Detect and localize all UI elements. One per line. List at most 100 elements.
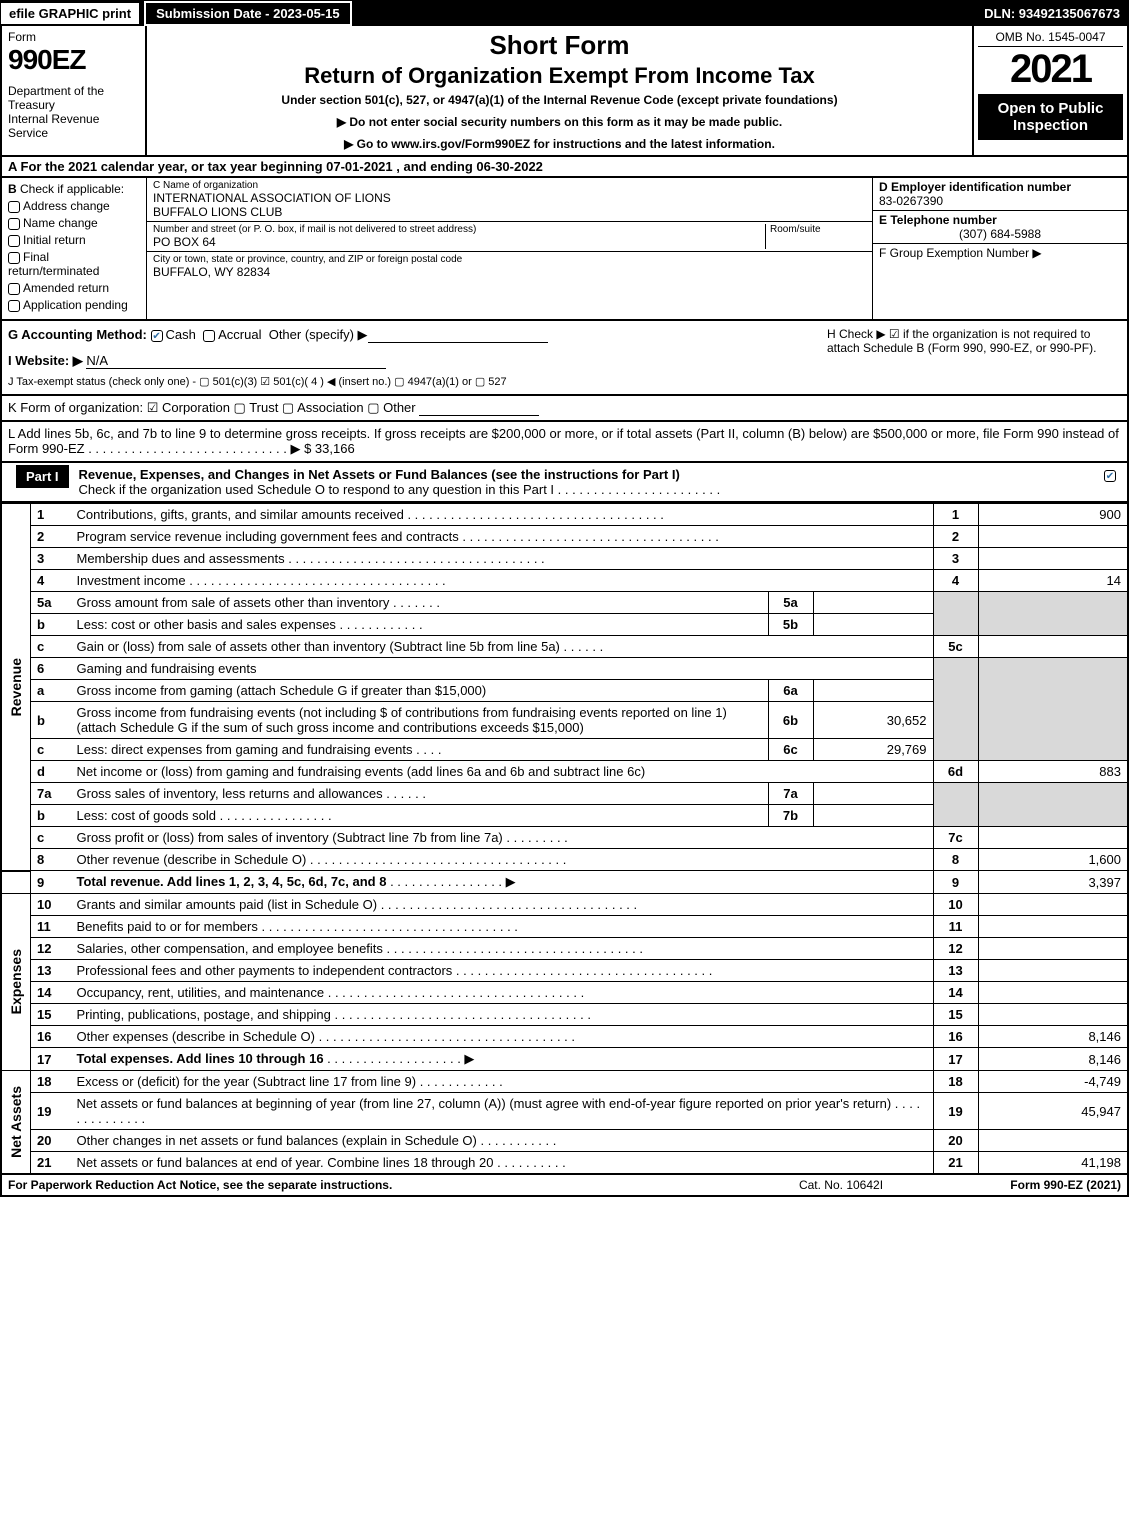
ln12-num: 12 [31,938,71,960]
ln15-box: 15 [933,1004,978,1026]
part-1-table: Revenue 1 Contributions, gifts, grants, … [0,503,1129,1175]
chk-final-return[interactable] [8,252,20,264]
ln9-desc: Total revenue. Add lines 1, 2, 3, 4, 5c,… [77,874,387,889]
ln18-num: 18 [31,1071,71,1093]
line-14: 14 Occupancy, rent, utilities, and maint… [1,982,1128,1004]
shaded-7ab-val [978,783,1128,827]
ln14-box: 14 [933,982,978,1004]
instruction-ssn: ▶ Do not enter social security numbers o… [157,115,962,129]
form-label: Form [8,30,139,44]
ln5b-m: 5b [768,614,813,636]
ln19-box: 19 [933,1093,978,1130]
ln19-desc: Net assets or fund balances at beginning… [77,1096,892,1111]
ln9-box: 9 [933,871,978,894]
line-13: 13 Professional fees and other payments … [1,960,1128,982]
chk-name-change[interactable] [8,218,20,230]
column-de: D Employer identification number 83-0267… [872,178,1127,319]
vert-expenses: Expenses [8,945,24,1018]
ln12-desc: Salaries, other compensation, and employ… [77,941,383,956]
lbl-accrual: Accrual [218,327,261,342]
ln21-val: 41,198 [978,1152,1128,1175]
line-20: 20 Other changes in net assets or fund b… [1,1130,1128,1152]
l-amount: ▶ $ 33,166 [290,441,354,456]
group-exemption-label: F Group Exemption Number ▶ [879,246,1121,260]
part-1-title: Revenue, Expenses, and Changes in Net As… [79,467,680,482]
ln18-val: -4,749 [978,1071,1128,1093]
chk-cash[interactable] [151,330,163,342]
line-5a: 5a Gross amount from sale of assets othe… [1,592,1128,614]
ln7a-num: 7a [31,783,71,805]
efile-print-button[interactable]: efile GRAPHIC print [1,3,141,24]
ln6b-desc: Gross income from fundraising events (no… [71,702,769,739]
other-specify-line [368,342,548,343]
ln5b-num: b [31,614,71,636]
ln11-num: 11 [31,916,71,938]
department-label: Department of the Treasury Internal Reve… [8,84,139,140]
org-name-label: C Name of organization [153,180,866,191]
ln4-num: 4 [31,570,71,592]
ein-value: 83-0267390 [879,194,1121,208]
ln7c-desc: Gross profit or (loss) from sales of inv… [77,830,503,845]
ln17-val: 8,146 [978,1048,1128,1071]
ln13-num: 13 [31,960,71,982]
title-return: Return of Organization Exempt From Incom… [157,63,962,89]
chk-accrual[interactable] [203,330,215,342]
line-2: 2 Program service revenue including gove… [1,526,1128,548]
ln4-val: 14 [978,570,1128,592]
ln7b-m: 7b [768,805,813,827]
ln12-val [978,938,1128,960]
ln1-num: 1 [31,504,71,526]
addr-label: Number and street (or P. O. box, if mail… [153,224,761,235]
shaded-7ab [933,783,978,827]
vert-net-assets: Net Assets [8,1082,24,1162]
section-bcde: B Check if applicable: Address change Na… [0,178,1129,321]
row-a-calendar-year: A For the 2021 calendar year, or tax yea… [0,157,1129,178]
ln10-val [978,894,1128,916]
b-check-label: Check if applicable: [20,182,124,196]
lbl-initial-return: Initial return [23,233,86,247]
ln7b-mv [813,805,933,827]
ln15-val [978,1004,1128,1026]
column-b-checkboxes: B Check if applicable: Address change Na… [2,178,147,319]
ln3-desc: Membership dues and assessments [77,551,285,566]
line-7c: c Gross profit or (loss) from sales of i… [1,827,1128,849]
open-to-public: Open to Public Inspection [978,94,1123,140]
ln7a-desc: Gross sales of inventory, less returns a… [77,786,383,801]
ln5c-val [978,636,1128,658]
chk-schedule-o[interactable] [1104,470,1116,482]
ln11-desc: Benefits paid to or for members [77,919,258,934]
shaded-5ab-val [978,592,1128,636]
ln6c-desc: Less: direct expenses from gaming and fu… [77,742,413,757]
b-label: B [8,182,17,196]
ln19-num: 19 [31,1093,71,1130]
room-suite-label: Room/suite [766,224,866,249]
lbl-other: Other (specify) ▶ [269,327,368,342]
ln13-box: 13 [933,960,978,982]
ln16-box: 16 [933,1026,978,1048]
chk-initial-return[interactable] [8,235,20,247]
ln17-desc: Total expenses. Add lines 10 through 16 [77,1051,324,1066]
line-7a: 7a Gross sales of inventory, less return… [1,783,1128,805]
ln7a-mv [813,783,933,805]
ln7c-val [978,827,1128,849]
ln5c-box: 5c [933,636,978,658]
line-15: 15 Printing, publications, postage, and … [1,1004,1128,1026]
ln13-desc: Professional fees and other payments to … [77,963,453,978]
ln6b-mv: 30,652 [813,702,933,739]
row-l-gross-receipts: L Add lines 5b, 6c, and 7b to line 9 to … [0,422,1129,463]
ln7c-box: 7c [933,827,978,849]
ln16-val: 8,146 [978,1026,1128,1048]
ln6d-val: 883 [978,761,1128,783]
ln1-box: 1 [933,504,978,526]
ln5a-num: 5a [31,592,71,614]
chk-application-pending[interactable] [8,300,20,312]
chk-address-change[interactable] [8,201,20,213]
ln20-val [978,1130,1128,1152]
footer-paperwork: For Paperwork Reduction Act Notice, see … [8,1178,741,1192]
header-left: Form 990EZ Department of the Treasury In… [2,26,147,155]
chk-amended-return[interactable] [8,283,20,295]
city-label: City or town, state or province, country… [153,254,866,265]
ln16-num: 16 [31,1026,71,1048]
ln21-box: 21 [933,1152,978,1175]
line-3: 3 Membership dues and assessments 3 [1,548,1128,570]
